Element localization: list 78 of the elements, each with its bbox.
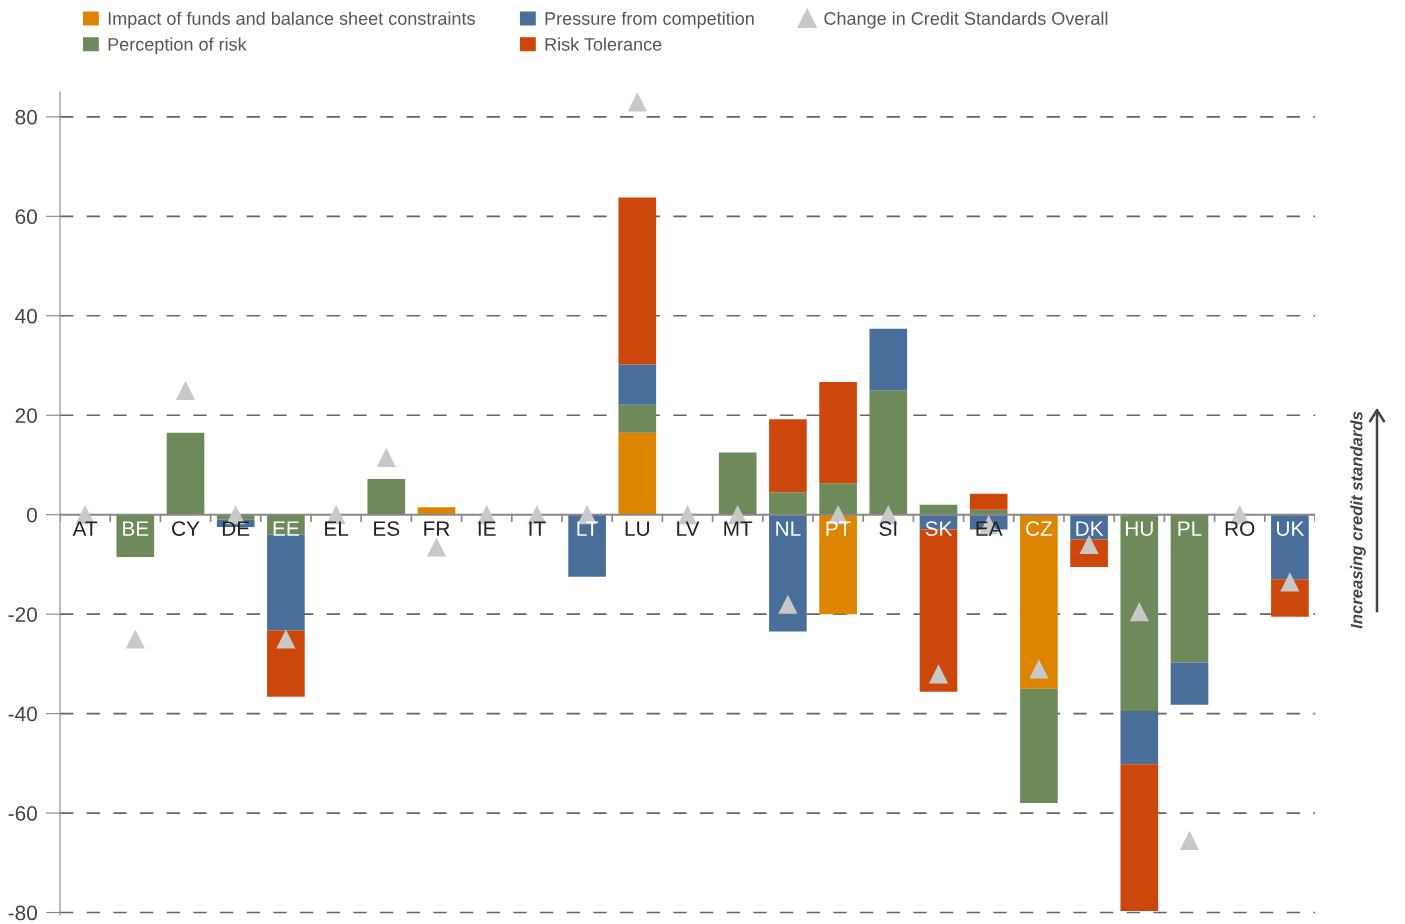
x-tick-label: LV bbox=[677, 521, 700, 536]
bar bbox=[166, 432, 205, 515]
point bbox=[1179, 830, 1200, 850]
legend-label: Pressure from competition bbox=[545, 11, 754, 29]
x-tick-label: CY bbox=[172, 521, 200, 536]
x-tick-label: IE bbox=[478, 521, 496, 536]
bar bbox=[1020, 688, 1058, 804]
bar bbox=[718, 452, 757, 515]
bar bbox=[819, 514, 857, 615]
x-tick-label: ES bbox=[374, 521, 400, 536]
bar bbox=[618, 197, 657, 365]
y-tick-label: -20 bbox=[8, 607, 37, 622]
bar bbox=[1120, 764, 1159, 912]
bar bbox=[819, 381, 857, 484]
y-tick-label: 60 bbox=[15, 209, 37, 225]
bar bbox=[417, 507, 456, 515]
bar bbox=[819, 483, 857, 515]
x-tick-label: PT bbox=[826, 521, 851, 536]
x-tick-label: BE bbox=[123, 521, 149, 536]
bar bbox=[769, 514, 807, 632]
point bbox=[1280, 572, 1300, 592]
bar bbox=[568, 514, 606, 577]
point bbox=[1029, 659, 1049, 679]
point bbox=[928, 664, 949, 684]
bar bbox=[769, 492, 807, 515]
x-tick-label: CZ bbox=[1026, 521, 1053, 536]
legend-label: Change in Credit Standards Overall bbox=[824, 11, 1108, 29]
point bbox=[175, 380, 196, 400]
x-tick-label: SI bbox=[879, 521, 897, 536]
y-tick-label: 80 bbox=[15, 109, 37, 125]
bar bbox=[267, 534, 305, 631]
x-tick-label: NL bbox=[776, 521, 801, 536]
bar bbox=[869, 328, 908, 391]
point bbox=[426, 537, 447, 557]
point bbox=[627, 92, 647, 112]
y-tick-label: -60 bbox=[8, 806, 37, 821]
y-tick-label: 0 bbox=[27, 507, 37, 523]
bar bbox=[618, 364, 657, 405]
x-tick-label: UK bbox=[1277, 521, 1305, 536]
bar bbox=[1020, 514, 1058, 689]
point bbox=[1129, 602, 1149, 622]
bar bbox=[618, 432, 657, 515]
point bbox=[125, 629, 145, 649]
x-tick-label: AT bbox=[72, 521, 98, 536]
y-tick-label: 40 bbox=[15, 308, 37, 324]
bar bbox=[618, 404, 657, 433]
y-tick-label: -80 bbox=[8, 905, 37, 921]
bar bbox=[1170, 514, 1209, 663]
x-tick-label: EE bbox=[273, 521, 299, 536]
bar bbox=[367, 478, 406, 515]
x-tick-label: RO bbox=[1225, 521, 1255, 536]
bar bbox=[869, 390, 908, 515]
x-tick-label: IT bbox=[529, 521, 546, 536]
legend-label: Impact of funds and balance sheet constraints bbox=[108, 11, 475, 29]
x-tick-label: LU bbox=[625, 521, 650, 536]
bar bbox=[769, 419, 807, 493]
bar bbox=[969, 493, 1008, 510]
bar bbox=[1120, 514, 1159, 712]
bar bbox=[1271, 514, 1309, 580]
legend-label: Perception of risk bbox=[108, 37, 247, 55]
legend-label: Risk Tolerance bbox=[545, 37, 662, 51]
x-tick-label: FR bbox=[424, 521, 450, 536]
x-tick-label: PL bbox=[1178, 521, 1202, 536]
x-tick-label: EL bbox=[325, 521, 349, 536]
x-tick-label: LT bbox=[577, 521, 599, 536]
bar bbox=[267, 630, 305, 697]
x-tick-label: EA bbox=[976, 521, 1003, 536]
text: Increasing credit standards bbox=[1350, 411, 1366, 629]
bar bbox=[1120, 711, 1159, 765]
point bbox=[778, 594, 798, 614]
point bbox=[276, 629, 296, 649]
x-tick-label: MT bbox=[724, 521, 753, 536]
x-tick-label: DK bbox=[1076, 521, 1104, 536]
x-tick-label: HU bbox=[1125, 521, 1153, 536]
y-tick-label: 20 bbox=[15, 408, 37, 423]
point bbox=[376, 447, 396, 468]
bar bbox=[1170, 662, 1209, 705]
y-tick-label: -40 bbox=[8, 706, 37, 722]
